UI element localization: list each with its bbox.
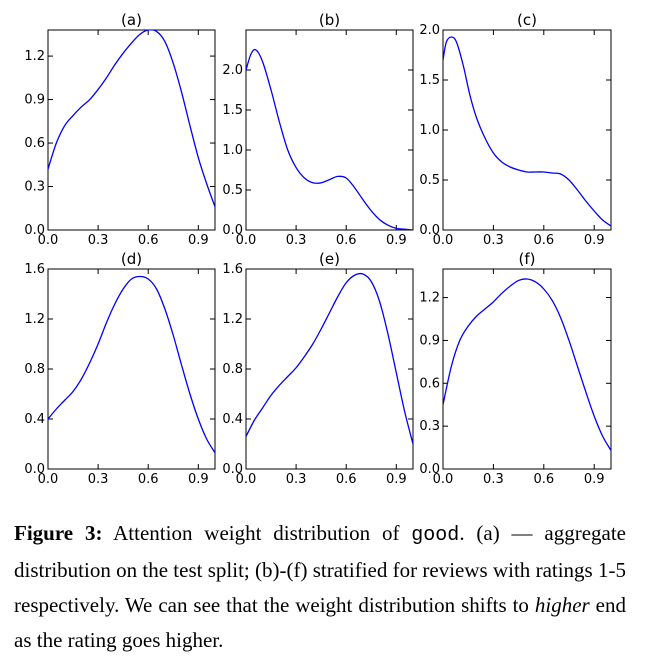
y-tick-label: 0.0 [24, 223, 45, 238]
y-tick-label: 1.2 [222, 312, 243, 327]
figure-3-charts: 0.0 0.3 0.6 0.90.00.30.60.91.2(a)0.0 0.3 0.6 0… [24, 11, 612, 487]
y-tick-label: 0.4 [24, 412, 45, 427]
x-tick-label: 0.6 [138, 472, 159, 487]
y-tick-label: 0.0 [222, 223, 243, 238]
panel-title: (a) [121, 11, 142, 29]
chart-panel-1: 0.0 0.3 0.6 0.9 0.0 0.3 0.6 0.9 1.2 (a) [24, 11, 216, 248]
x-tick-label: 0.3 [88, 472, 109, 487]
x-tick-label: 0.9 [584, 472, 605, 487]
y-tick-label: 0.5 [419, 173, 440, 188]
axes-frame [47, 29, 216, 231]
x-tick-label: 0.3 [88, 233, 109, 248]
density-curve [246, 272, 413, 445]
y-tick-label: 1.0 [419, 123, 440, 138]
chart-panel-4: 0.0 0.3 0.6 0.9 0.0 0.4 0.8 1.2 1.6 (d) [24, 250, 216, 487]
x-tick-label: 0.0 [236, 233, 257, 248]
x-tick-label: 0.9 [584, 233, 605, 248]
density-curve [443, 278, 611, 451]
y-tick-label: 1.2 [24, 49, 45, 64]
x-tick-label: 0.0 [236, 472, 257, 487]
x-tick-label: 0.0 [38, 233, 59, 248]
panel-title: (c) [517, 11, 537, 29]
y-tick-label: 0.3 [419, 419, 440, 434]
y-tick-label: 1.6 [24, 262, 45, 277]
y-tick-label: 0.9 [419, 333, 440, 348]
caption-code-word: good [411, 524, 460, 547]
y-tick-label: 0.5 [222, 183, 243, 198]
axes-frame [245, 29, 414, 231]
caption-text-middle: . (a) — aggregate distribution on the te… [14, 521, 626, 617]
panel-title: (f) [519, 250, 536, 268]
y-tick-label: 1.5 [222, 103, 243, 118]
axes-frame [442, 268, 612, 470]
x-tick-label: 0.3 [286, 472, 307, 487]
x-tick-label: 0.6 [336, 472, 357, 487]
chart-panel-2: 0.0 0.3 0.6 0.9 0.0 0.5 1.0 1.5 2.0 (b) [222, 11, 414, 248]
chart-panel-6: 0.0 0.3 0.6 0.9 0.0 0.3 0.6 0.9 1.2 (f) [419, 250, 612, 487]
y-tick-label: 0.9 [24, 93, 45, 108]
panel-title: (e) [319, 250, 340, 268]
x-tick-label: 0.0 [433, 233, 454, 248]
y-tick-label: 0.6 [419, 376, 440, 391]
x-tick-label: 0.6 [138, 233, 159, 248]
x-tick-label: 0.0 [433, 472, 454, 487]
panel-title: (b) [319, 11, 340, 29]
y-tick-label: 0.4 [222, 412, 243, 427]
y-tick-label: 2.0 [222, 63, 243, 78]
caption-emphasis: higher [534, 593, 590, 617]
y-tick-label: 1.5 [419, 73, 440, 88]
density-curve [443, 36, 611, 227]
density-curve [48, 275, 215, 454]
caption-text-after: end as the rating goes higher. [14, 593, 626, 652]
y-tick-label: 1.2 [419, 291, 440, 306]
caption-text-before-code: Attention weight distribution of [113, 521, 400, 545]
panel-title: (d) [121, 250, 142, 268]
y-tick-label: 0.0 [419, 462, 440, 477]
density-curve [48, 30, 215, 208]
y-tick-label: 1.2 [24, 312, 45, 327]
x-tick-label: 0.9 [188, 233, 209, 248]
x-tick-label: 0.6 [533, 233, 554, 248]
x-tick-label: 0.6 [336, 233, 357, 248]
chart-panel-5: 0.0 0.3 0.6 0.9 0.0 0.4 0.8 1.2 1.6 (e) [222, 250, 414, 487]
y-tick-label: 0.8 [24, 362, 45, 377]
y-tick-label: 0.0 [24, 462, 45, 477]
x-tick-label: 0.9 [188, 472, 209, 487]
axes-frame [245, 268, 414, 470]
density-curve [246, 48, 413, 230]
chart-panel-3: 0.0 0.3 0.6 0.9 0.0 0.5 1.0 1.5 2.0 (c) [419, 11, 612, 248]
y-tick-label: 0.8 [222, 362, 243, 377]
y-tick-label: 0.6 [24, 136, 45, 151]
figure-caption: Figure 3: Attention weight distribution … [14, 516, 626, 658]
y-tick-label: 0.3 [24, 180, 45, 195]
y-tick-label: 2.0 [419, 23, 440, 38]
x-tick-label: 0.0 [38, 472, 59, 487]
caption-label: Figure 3: [14, 521, 103, 545]
y-tick-label: 1.6 [222, 262, 243, 277]
y-tick-label: 1.0 [222, 143, 243, 158]
x-tick-label: 0.6 [533, 472, 554, 487]
x-tick-label: 0.9 [386, 472, 407, 487]
x-tick-label: 0.3 [483, 472, 504, 487]
axes-frame [47, 268, 216, 470]
y-tick-label: 0.0 [419, 223, 440, 238]
x-tick-label: 0.3 [286, 233, 307, 248]
x-tick-label: 0.3 [483, 233, 504, 248]
y-tick-label: 0.0 [222, 462, 243, 477]
x-tick-label: 0.9 [386, 233, 407, 248]
